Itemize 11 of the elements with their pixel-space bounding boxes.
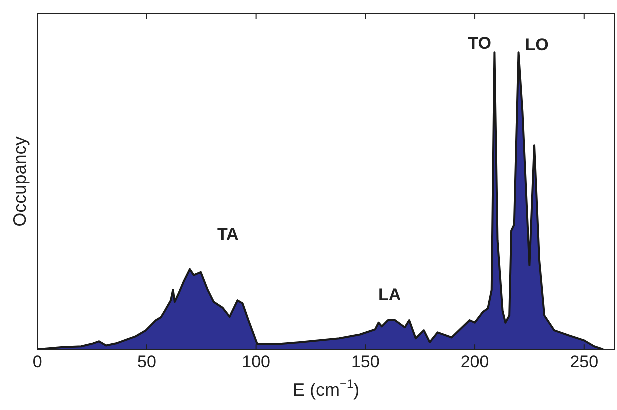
annotation: TA [217,225,239,244]
annotation: LA [378,286,402,305]
annotation: LO [525,36,549,55]
x-tick-label: 150 [351,352,380,372]
annotation: TO [468,34,492,53]
x-tick-label: 200 [460,352,490,372]
y-axis-title: Occupancy [10,136,30,227]
x-tick-label: 100 [242,352,270,372]
x-tick-label: 250 [570,352,599,372]
x-tick-label: 0 [32,352,42,372]
x-tick-label: 50 [137,352,156,372]
